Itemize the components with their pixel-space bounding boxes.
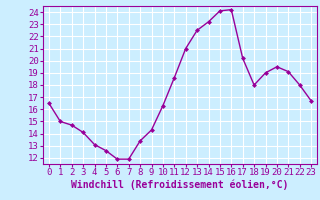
X-axis label: Windchill (Refroidissement éolien,°C): Windchill (Refroidissement éolien,°C) — [71, 180, 289, 190]
